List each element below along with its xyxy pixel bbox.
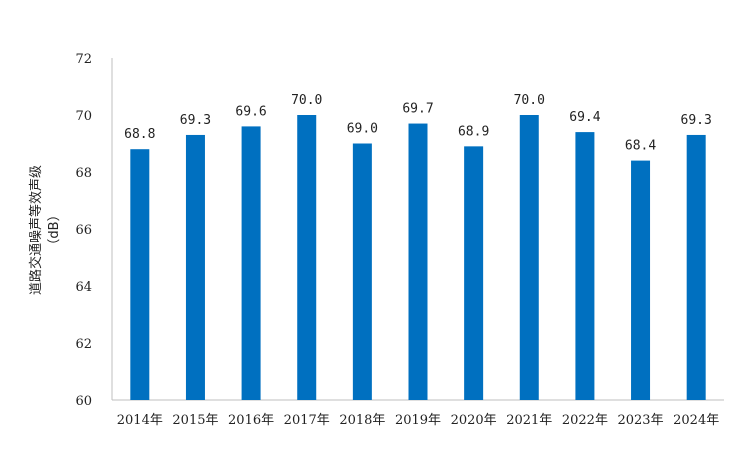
bar [519, 115, 539, 400]
bar [631, 160, 651, 400]
y-tick-label: 62 [75, 337, 92, 352]
data-label: 69.7 [402, 102, 433, 117]
x-tick-label: 2021年 [506, 413, 552, 428]
data-label: 69.3 [180, 113, 211, 128]
data-label: 69.6 [235, 104, 266, 119]
x-tick-label: 2024年 [673, 413, 719, 428]
labels: 60 62 64 66 68 70 72 68.8 2014年 69.3 2015年 69.6 2016… [75, 52, 719, 428]
data-label: 70.0 [291, 93, 322, 108]
x-tick-label: 2023年 [617, 413, 663, 428]
y-axis-unit: （dB） [47, 208, 62, 251]
y-tick-label: 68 [75, 166, 92, 181]
x-tick-label: 2022年 [562, 413, 608, 428]
y-tick-label: 70 [75, 109, 92, 124]
bar [241, 126, 261, 401]
y-tick-label: 60 [75, 394, 92, 409]
data-label: 68.9 [458, 124, 489, 139]
bar [352, 143, 372, 400]
bar [185, 134, 205, 400]
x-tick-label: 2016年 [228, 413, 274, 428]
x-tick-label: 2019年 [395, 413, 441, 428]
bar [464, 146, 484, 400]
bars [130, 115, 706, 401]
x-tick-label: 2020年 [451, 413, 497, 428]
y-tick-label: 66 [75, 223, 92, 238]
bar [408, 123, 428, 401]
bar [297, 115, 317, 400]
y-tick-label: 64 [75, 280, 92, 295]
x-tick-label: 2015年 [172, 413, 218, 428]
bar [686, 134, 706, 400]
x-tick-label: 2018年 [339, 413, 385, 428]
data-label: 70.0 [514, 93, 545, 108]
bar [130, 149, 150, 400]
data-label: 68.8 [124, 127, 155, 142]
y-axis-title: 道路交通噪声等效声级 [28, 165, 44, 295]
x-tick-label: 2014年 [117, 413, 163, 428]
data-label: 69.4 [569, 110, 600, 125]
data-label: 69.3 [681, 113, 712, 128]
bar [575, 132, 595, 400]
y-tick-label: 72 [75, 52, 92, 67]
data-label: 69.0 [347, 122, 378, 137]
data-label: 68.4 [625, 139, 656, 154]
x-tick-label: 2017年 [284, 413, 330, 428]
